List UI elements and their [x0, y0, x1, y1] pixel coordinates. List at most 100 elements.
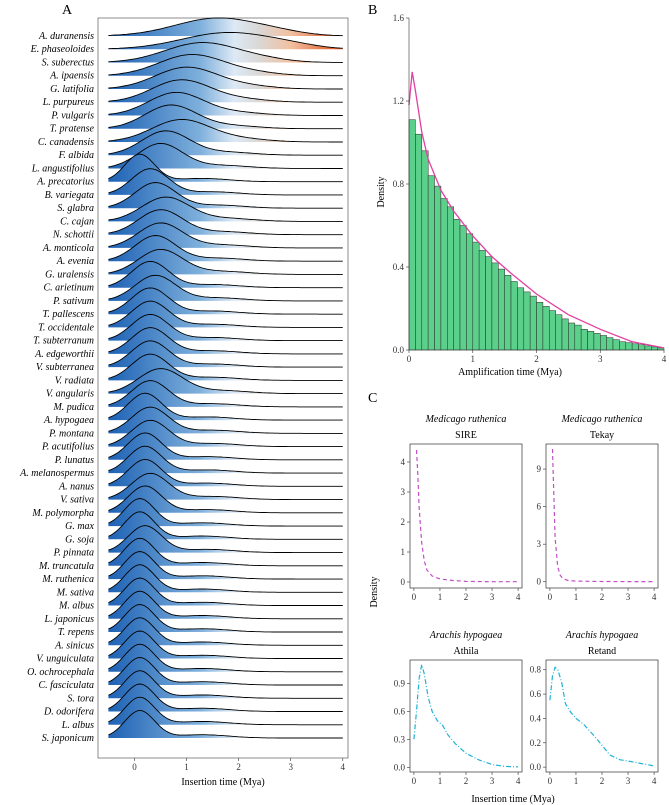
panel-label-b: B — [368, 3, 377, 18]
x-tick-label: 4 — [516, 592, 521, 602]
species-label: P. vulgaris — [50, 110, 94, 121]
species-label: V. subterranea — [36, 362, 94, 373]
x-tick-label: 1 — [438, 776, 443, 786]
facet-x-label: Insertion time (Mya) — [471, 794, 554, 805]
ridge-line — [108, 91, 343, 116]
facet-species-title: Medicago ruthenica — [425, 414, 507, 425]
density-line — [415, 449, 519, 583]
y-tick-label: 3 — [537, 539, 542, 549]
species-label: A. ipaensis — [49, 71, 94, 82]
hist-bar — [523, 291, 531, 351]
y-tick-label: 0.3 — [394, 734, 406, 744]
facet-y-label: Density — [369, 576, 380, 607]
species-label: F. albida — [58, 150, 94, 161]
hist-bar — [619, 341, 627, 351]
facet-athila: Arachis hypogaea Athila 0.0 0.3 0.6 0.9 0 1 2 3 4 — [394, 630, 523, 786]
hist-bar — [504, 275, 512, 351]
x-tick-label: 1 — [184, 762, 189, 772]
histogram-x-label: Amplification time (Mya) — [458, 367, 562, 378]
ridge-line — [108, 392, 343, 421]
species-label: M. pudica — [52, 402, 94, 413]
species-label: L. albus — [61, 720, 94, 731]
species-label: P. sativum — [52, 296, 94, 307]
facet-frame — [409, 443, 523, 589]
hist-bar — [447, 206, 454, 351]
x-tick-label: 1 — [471, 354, 476, 364]
ridge-fill — [108, 327, 343, 354]
species-label: M. albus — [58, 601, 94, 612]
y-tick-label: 0.4 — [530, 713, 542, 723]
hist-bar — [421, 150, 429, 351]
ridge-line — [108, 222, 343, 249]
ridge-line — [108, 274, 343, 302]
ridge-line — [108, 313, 343, 342]
x-tick-label: 2 — [464, 776, 469, 786]
species-label: T. pratense — [50, 124, 95, 135]
ridge-fill — [108, 393, 343, 421]
x-tick-label: 1 — [574, 592, 579, 602]
ridge-line — [108, 445, 343, 474]
ridge-line — [108, 168, 343, 196]
species-label: M. polymorpha — [31, 508, 94, 519]
x-tick-label: 2 — [600, 592, 605, 602]
y-tick-label: 0 — [537, 577, 542, 587]
ridge-line — [108, 551, 343, 580]
ridge-line — [108, 368, 343, 395]
x-tick-label: 3 — [288, 762, 293, 772]
hist-bar — [491, 262, 499, 351]
y-tick-label: 1 — [401, 547, 406, 557]
hist-bar — [485, 256, 493, 351]
species-label: S. japonicum — [42, 733, 94, 744]
x-tick-label: 4 — [652, 592, 657, 602]
facet-family-title: SIRE — [455, 430, 477, 441]
ridge-line — [108, 235, 343, 262]
ridge-line — [108, 419, 343, 448]
hist-bar — [561, 318, 569, 351]
x-tick-label: 4 — [662, 354, 667, 364]
ridge-line — [108, 142, 343, 169]
species-label: A. monticola — [42, 243, 94, 254]
density-line — [549, 666, 655, 767]
ridge-fill — [108, 446, 343, 474]
species-label: V. radiata — [55, 375, 94, 386]
hist-bar — [580, 329, 588, 351]
density-line — [413, 664, 519, 768]
ridge-line — [108, 153, 343, 183]
species-label: A. precatorius — [36, 177, 94, 188]
ridge-line — [108, 54, 343, 77]
facet-species-title: Arachis hypogaea — [565, 630, 639, 641]
y-tick-label: 0.0 — [530, 762, 542, 772]
ridge-line — [108, 577, 343, 606]
hist-bar — [651, 346, 658, 351]
ridge-line — [108, 511, 343, 540]
species-label: N. schottii — [52, 230, 94, 241]
x-tick-label: 0 — [412, 776, 417, 786]
y-tick-label: 0.9 — [394, 678, 406, 688]
species-label: G. uralensis — [45, 269, 94, 280]
y-tick-label: 1.6 — [393, 13, 405, 23]
hist-bar — [555, 314, 563, 351]
x-tick-label: 2 — [464, 592, 469, 602]
hist-bar — [536, 302, 544, 351]
ridge-line — [108, 327, 343, 355]
hist-bar — [542, 306, 550, 351]
ridge-line — [108, 104, 343, 130]
x-tick-label: 0 — [132, 762, 137, 772]
hist-bar — [472, 241, 480, 351]
x-tick-label: 3 — [626, 776, 631, 786]
hist-bar — [529, 295, 537, 351]
ridge-line — [108, 485, 343, 514]
hist-bar — [466, 233, 474, 351]
species-label: A. sinicus — [54, 640, 94, 651]
y-tick-label: 0.4 — [393, 262, 405, 272]
x-tick-label: 2 — [236, 762, 241, 772]
hist-bar — [574, 324, 582, 351]
hist-bar — [587, 331, 595, 351]
ridge-fill — [108, 459, 343, 487]
ridge-fill — [108, 340, 343, 368]
ridge-fill — [108, 407, 343, 434]
x-tick-label: 4 — [341, 762, 346, 772]
x-tick-label: 3 — [490, 776, 495, 786]
ridge-line — [108, 79, 343, 103]
